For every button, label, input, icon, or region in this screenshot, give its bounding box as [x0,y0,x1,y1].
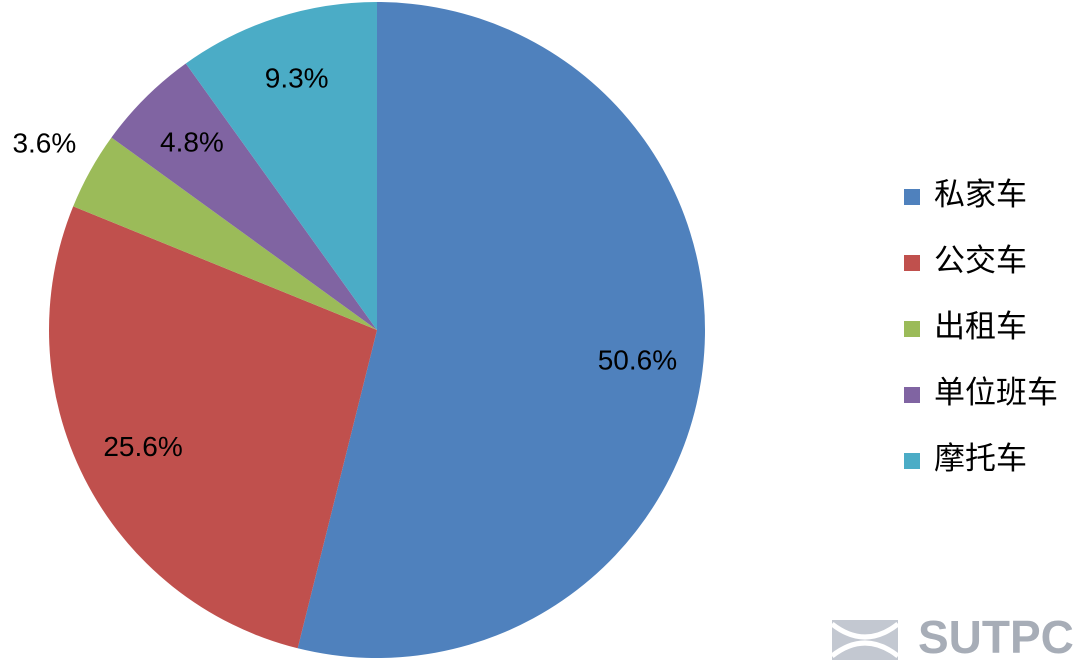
data-label: 9.3% [265,63,329,94]
data-label: 3.6% [12,128,76,159]
legend-label: 私家车 [934,177,1027,212]
pie-slice [111,63,378,330]
legend-swatch [904,387,920,403]
pie-slice [73,137,378,330]
data-label: 50.6% [598,344,677,375]
data-label: 25.6% [103,431,182,462]
legend-swatch [904,453,920,469]
watermark-logo [830,620,900,660]
watermark-text: SUTPC [918,611,1074,663]
pie-slice [297,2,705,658]
legend-label: 公交车 [934,243,1027,278]
legend-label: 出租车 [934,309,1027,344]
legend-swatch [904,189,920,205]
legend-swatch [904,255,920,271]
legend-swatch [904,321,920,337]
data-label: 4.8% [160,126,224,157]
pie-slice [49,206,378,649]
logo-curves [830,622,900,658]
pie-slice [185,2,377,330]
legend-label: 摩托车 [934,441,1027,476]
legend-label: 单位班车 [934,375,1058,410]
logo-box [832,620,898,660]
